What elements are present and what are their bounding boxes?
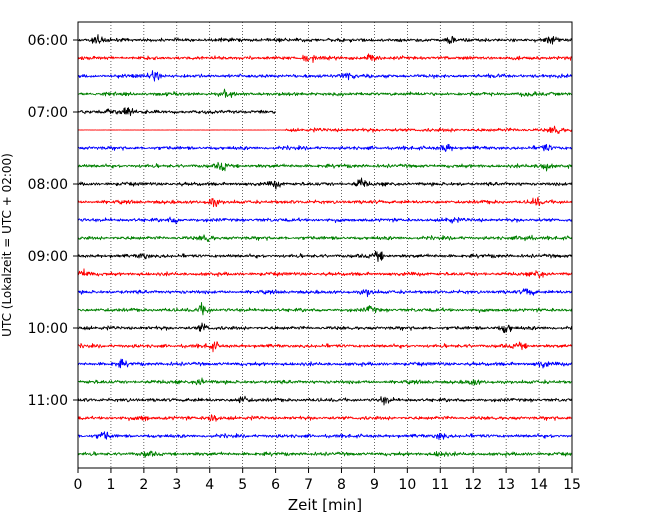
trace-row (77, 450, 573, 458)
x-tick-label: 12 (464, 477, 482, 493)
trace-lines (77, 34, 573, 458)
trace-row (77, 216, 573, 225)
plot-frame (77, 21, 573, 469)
trace-row (77, 107, 276, 117)
trace-row (77, 414, 573, 422)
x-tick-label: 14 (530, 477, 548, 493)
x-tick-label: 2 (139, 477, 148, 493)
trace-row (77, 322, 573, 334)
vertical-gridlines (110, 22, 540, 468)
x-tick-label: 4 (205, 477, 214, 493)
y-tick-label: 10:00 (28, 321, 68, 337)
x-tick-label: 13 (497, 477, 515, 493)
trace-row (77, 431, 573, 441)
trace-row (77, 143, 573, 152)
y-tick-label: 07:00 (28, 105, 68, 121)
x-axis-label: Zeit [min] (288, 496, 362, 514)
trace-row (77, 288, 573, 298)
x-tick-label: 9 (370, 477, 379, 493)
trace-row (77, 395, 573, 406)
trace-row (77, 177, 573, 190)
trace-row (77, 70, 573, 82)
trace-row (77, 196, 573, 208)
trace-row (77, 268, 573, 279)
trace-row (77, 358, 573, 369)
y-tick-label: 06:00 (28, 33, 68, 49)
x-tick-label: 0 (74, 477, 83, 493)
y-tick-label: 11:00 (28, 393, 68, 409)
y-tick-label: 08:00 (28, 177, 68, 193)
trace-row (78, 88, 573, 99)
trace-row (77, 53, 573, 64)
x-tick-label: 1 (106, 477, 115, 493)
x-tick-label: 7 (304, 477, 313, 493)
x-tick-label: 15 (563, 477, 581, 493)
x-tick-label: 3 (172, 477, 181, 493)
trace-row (77, 250, 573, 262)
trace-row (77, 34, 573, 45)
trace-row (77, 301, 573, 316)
trace-row (77, 234, 573, 242)
y-axis-label: UTC (Lokalzeit = UTC + 02:00) (0, 153, 14, 337)
y-axis-ticks: 06:00 07:00 08:00 09:00 10:00 11:00 (28, 33, 78, 409)
x-tick-label: 10 (398, 477, 416, 493)
trace-row (77, 125, 573, 134)
x-tick-label: 6 (271, 477, 280, 493)
x-tick-label: 5 (238, 477, 247, 493)
trace-row (77, 341, 573, 353)
trace-row (77, 161, 573, 172)
x-axis-ticks: 0 1 2 3 4 5 6 7 8 9 10 11 12 13 14 15 (74, 468, 581, 493)
x-tick-label: 8 (337, 477, 346, 493)
y-tick-label: 09:00 (28, 249, 68, 265)
x-tick-label: 11 (431, 477, 449, 493)
trace-row (77, 377, 573, 386)
